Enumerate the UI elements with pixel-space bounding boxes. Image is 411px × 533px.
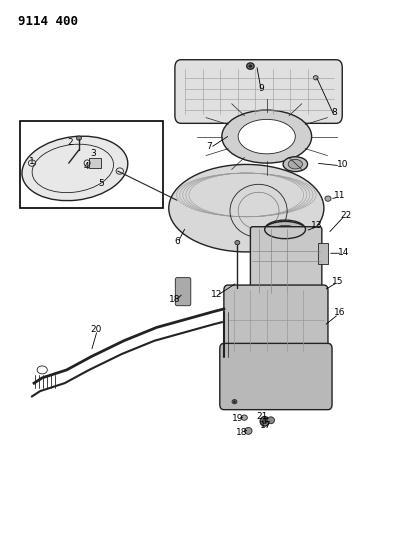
Text: 5: 5 bbox=[99, 179, 104, 188]
Text: 19: 19 bbox=[231, 414, 243, 423]
Text: 12: 12 bbox=[211, 290, 223, 299]
Ellipse shape bbox=[232, 400, 237, 404]
Text: 16: 16 bbox=[334, 308, 345, 317]
FancyBboxPatch shape bbox=[224, 285, 328, 357]
Text: 22: 22 bbox=[340, 211, 351, 220]
Text: 9: 9 bbox=[259, 84, 264, 93]
Text: 15: 15 bbox=[332, 277, 344, 286]
Ellipse shape bbox=[263, 221, 307, 243]
Text: 20: 20 bbox=[90, 325, 102, 334]
Bar bbox=[20, 120, 163, 208]
Ellipse shape bbox=[235, 240, 240, 245]
FancyBboxPatch shape bbox=[175, 60, 342, 123]
FancyBboxPatch shape bbox=[250, 227, 322, 296]
Ellipse shape bbox=[262, 419, 267, 424]
Ellipse shape bbox=[22, 136, 128, 200]
Ellipse shape bbox=[241, 415, 247, 420]
Ellipse shape bbox=[288, 159, 302, 169]
Text: 18: 18 bbox=[236, 428, 247, 437]
FancyBboxPatch shape bbox=[175, 278, 191, 306]
Text: 10: 10 bbox=[337, 160, 348, 168]
Ellipse shape bbox=[249, 64, 252, 67]
Bar bbox=[318, 243, 328, 264]
Text: 21: 21 bbox=[256, 411, 268, 421]
Ellipse shape bbox=[267, 417, 275, 424]
Text: 1: 1 bbox=[29, 157, 35, 166]
Text: 14: 14 bbox=[338, 248, 349, 257]
Ellipse shape bbox=[260, 417, 269, 426]
Ellipse shape bbox=[313, 76, 318, 80]
Ellipse shape bbox=[235, 286, 240, 290]
Bar bbox=[89, 158, 101, 168]
Text: 8: 8 bbox=[331, 108, 337, 117]
Text: 4: 4 bbox=[83, 163, 89, 171]
Text: 7: 7 bbox=[207, 142, 212, 151]
Text: 6: 6 bbox=[174, 237, 180, 246]
Ellipse shape bbox=[76, 136, 81, 140]
Ellipse shape bbox=[271, 225, 299, 239]
Text: 9114 400: 9114 400 bbox=[18, 14, 78, 28]
Ellipse shape bbox=[169, 165, 324, 252]
Text: 18: 18 bbox=[169, 295, 180, 304]
Ellipse shape bbox=[222, 110, 312, 163]
Ellipse shape bbox=[245, 427, 252, 434]
Text: 13: 13 bbox=[311, 221, 323, 230]
Ellipse shape bbox=[283, 157, 307, 172]
Ellipse shape bbox=[233, 401, 236, 403]
FancyBboxPatch shape bbox=[220, 343, 332, 410]
Text: 17: 17 bbox=[260, 421, 272, 430]
Text: 3: 3 bbox=[90, 149, 96, 158]
Ellipse shape bbox=[247, 63, 254, 69]
Ellipse shape bbox=[238, 119, 296, 154]
Text: 2: 2 bbox=[67, 139, 73, 148]
Ellipse shape bbox=[325, 196, 331, 201]
Text: 11: 11 bbox=[334, 191, 345, 200]
